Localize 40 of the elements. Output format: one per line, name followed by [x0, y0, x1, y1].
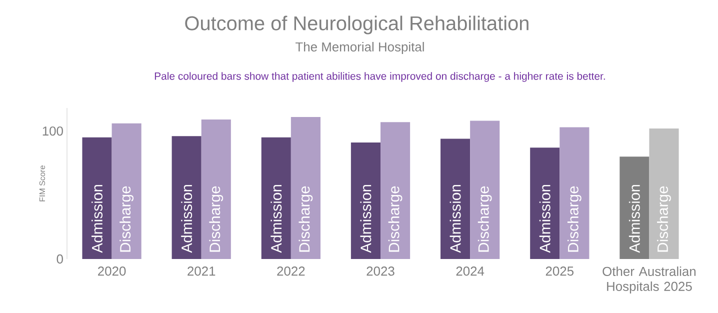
- y-tick-label: 0: [56, 254, 63, 264]
- bar: [440, 138, 470, 259]
- text: Discharge: [209, 186, 224, 252]
- bar: [560, 127, 590, 259]
- bar: [112, 123, 142, 259]
- text: Admission: [360, 184, 372, 253]
- bar: [261, 137, 291, 259]
- x-tick-label: 2021: [188, 266, 216, 276]
- x-tick-label: 2022: [277, 266, 305, 276]
- text: Discharge: [298, 186, 313, 252]
- x-tick-label: 2024: [456, 266, 484, 276]
- bar: [201, 120, 231, 259]
- x-tick-label: 2023: [366, 266, 394, 276]
- bar: [172, 136, 202, 259]
- bar: [350, 142, 381, 259]
- text: Discharge: [478, 186, 492, 252]
- series-label: Admission: [92, 184, 102, 253]
- text: Pale coloured bars show that patient abilities have improved on discharge - a higher rate is better.: [154, 72, 605, 82]
- text: Admission: [628, 184, 640, 253]
- bar: [290, 116, 320, 259]
- x-tick-label: 2020: [98, 266, 126, 276]
- text: Discharge: [657, 186, 671, 252]
- chart-title: Outcome of Neurological Rehabilitation: [185, 16, 528, 34]
- series-label: Discharge: [120, 186, 134, 252]
- text: Admission: [270, 184, 282, 253]
- x-tick-label: Other Australian Hospitals 2025: [602, 266, 696, 294]
- text: Admission: [181, 184, 192, 253]
- y-tick-label: 100: [42, 126, 63, 136]
- text: Admission: [539, 184, 550, 253]
- bar: [470, 120, 500, 259]
- text: Discharge: [567, 186, 582, 252]
- x-tick-label: 2025: [546, 266, 574, 276]
- bar: [649, 128, 679, 259]
- bar: [380, 122, 410, 259]
- bar: [530, 148, 560, 259]
- bar: [82, 137, 112, 259]
- chart-subtitle: The Memorial Hospital: [296, 42, 424, 54]
- text: Admission: [450, 184, 461, 253]
- bar: [620, 156, 650, 259]
- text: Discharge: [388, 186, 402, 252]
